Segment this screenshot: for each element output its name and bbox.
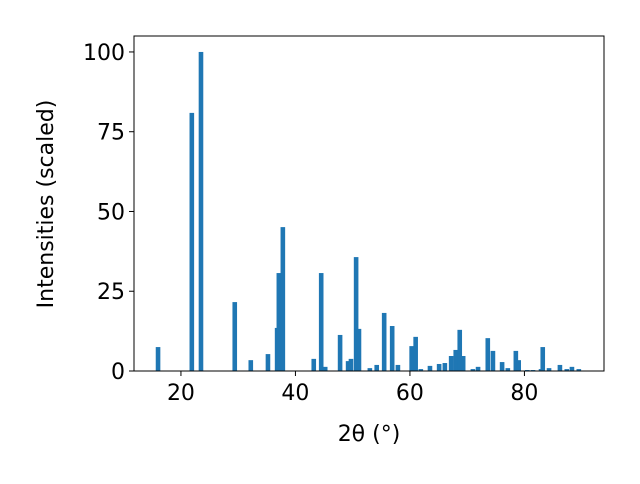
bar <box>516 360 522 371</box>
bar <box>499 362 505 371</box>
bar <box>348 358 354 371</box>
y-tick-label: 50 <box>97 200 125 225</box>
bar <box>381 312 387 371</box>
bar <box>389 326 395 371</box>
bar <box>374 364 380 371</box>
bar <box>311 358 317 371</box>
bar <box>546 368 552 371</box>
x-tick-label: 80 <box>510 381 538 406</box>
bar <box>470 369 476 371</box>
bar <box>540 347 546 371</box>
bar <box>318 273 324 371</box>
bar <box>337 334 343 371</box>
bar <box>356 328 362 371</box>
bar <box>442 363 448 371</box>
bar <box>280 227 286 371</box>
bar <box>198 51 204 371</box>
bar <box>460 356 466 371</box>
bar <box>513 350 519 371</box>
bar <box>505 368 511 371</box>
x-tick-label: 40 <box>281 381 309 406</box>
bar <box>436 363 442 371</box>
bar <box>485 338 491 371</box>
y-tick-label: 0 <box>111 360 125 385</box>
y-axis-label: Intensities (scaled) <box>34 100 59 309</box>
bar <box>427 365 433 371</box>
bar <box>576 369 582 371</box>
bar <box>564 369 570 371</box>
y-tick-label: 100 <box>83 41 125 66</box>
bar <box>557 364 563 371</box>
plot-frame <box>133 35 605 372</box>
bar <box>232 302 238 371</box>
bar <box>569 366 575 371</box>
bar <box>409 346 414 371</box>
y-tick-label: 25 <box>97 280 125 305</box>
bar <box>276 273 282 371</box>
bar <box>457 329 463 371</box>
bar <box>367 368 373 371</box>
bar <box>413 336 418 371</box>
bar <box>448 356 454 371</box>
bar <box>453 349 459 371</box>
y-tick-label: 75 <box>97 121 125 146</box>
bar <box>322 366 328 371</box>
bar <box>353 257 359 371</box>
bar <box>490 350 496 371</box>
bar <box>248 360 254 371</box>
bar <box>418 369 424 371</box>
bar <box>155 347 161 371</box>
x-tick-label: 60 <box>396 381 424 406</box>
bar <box>265 354 271 371</box>
bar <box>345 361 351 371</box>
bar <box>395 364 401 371</box>
bar <box>475 366 481 371</box>
bar <box>189 112 195 371</box>
x-axis-label: 2θ (°) <box>338 422 401 447</box>
x-tick-label: 20 <box>167 381 195 406</box>
